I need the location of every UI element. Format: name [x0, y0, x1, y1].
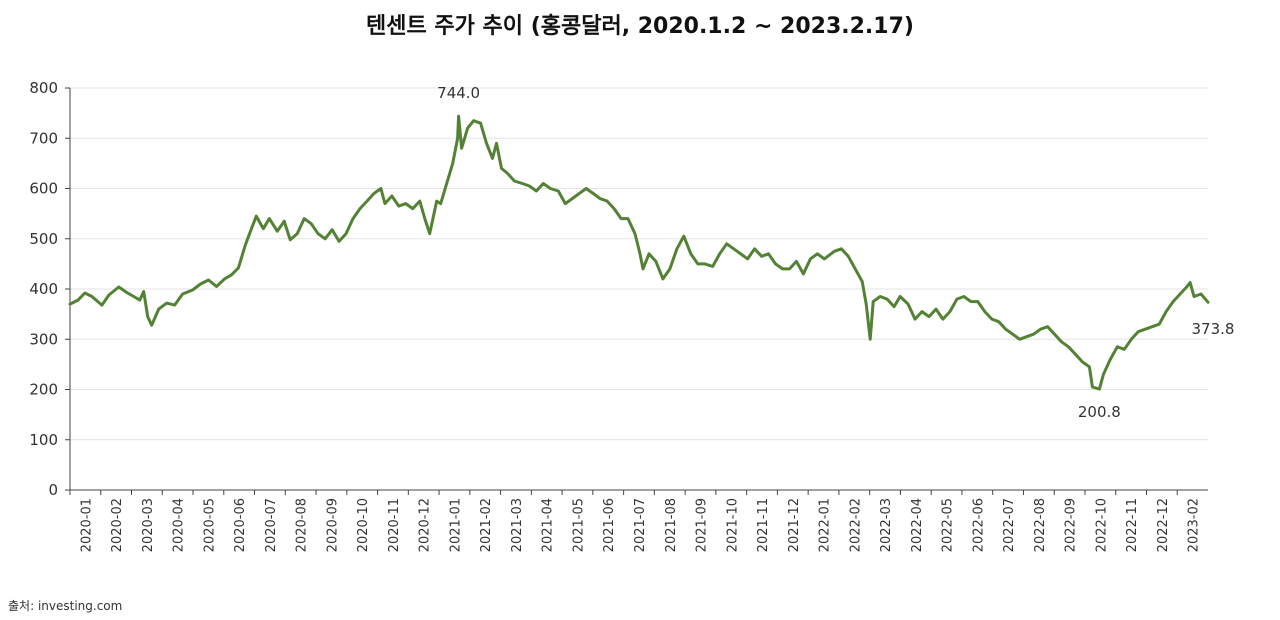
- x-tick-label: 2022-12: [1156, 498, 1171, 552]
- series-layer: [68, 114, 1210, 391]
- x-tick-label: 2021-01: [448, 498, 463, 552]
- x-tick-label: 2020-05: [202, 498, 217, 552]
- y-tick-label: 300: [29, 330, 58, 348]
- x-tick-label: 2022-07: [1002, 498, 1017, 552]
- x-tick-label: 2022-02: [848, 498, 863, 552]
- x-axis-ticks: 2020-01 2020-02 2020-03 2020-04 2020-05 2020-…: [69, 490, 1202, 552]
- x-tick-label: 2020-03: [141, 498, 156, 552]
- data-label: 744.0: [437, 84, 480, 102]
- x-tick-label: 2022-04: [910, 498, 925, 552]
- x-tick-label: 2021-12: [787, 498, 802, 552]
- x-tick-label: 2020-11: [387, 498, 402, 552]
- grid-lines: [70, 87, 1208, 441]
- data-label: 200.8: [1078, 403, 1121, 421]
- x-tick-label: 2022-01: [818, 498, 833, 552]
- x-tick-label: 2021-08: [664, 498, 679, 552]
- y-tick-label: 400: [29, 280, 58, 298]
- y-axis-ticks: 0 100 200 300 400 500 600 700 800: [29, 79, 70, 499]
- y-tick-label: 200: [29, 381, 58, 399]
- x-tick-label: 2021-02: [479, 498, 494, 552]
- x-tick-label: 2020-01: [79, 498, 94, 552]
- x-tick-label: 2022-03: [879, 498, 894, 552]
- data-labels: 744.0 200.8 373.8: [437, 84, 1234, 421]
- x-tick-label: 2020-08: [295, 498, 310, 552]
- x-tick-label: 2021-04: [541, 498, 556, 552]
- x-tick-label: 2022-05: [941, 498, 956, 552]
- chart-title: 텐센트 주가 추이 (홍콩달러, 2020.1.2 ~ 2023.2.17): [366, 14, 914, 39]
- data-label: 373.8: [1192, 320, 1235, 338]
- x-tick-label: 2021-10: [725, 498, 740, 552]
- x-tick-label: 2022-06: [971, 498, 986, 552]
- y-tick-label: 500: [29, 230, 58, 248]
- x-tick-label: 2022-08: [1033, 498, 1048, 552]
- x-tick-label: 2020-04: [172, 498, 187, 552]
- x-tick-label: 2021-05: [571, 498, 586, 552]
- x-tick-label: 2022-10: [1094, 498, 1109, 552]
- x-tick-label: 2020-06: [233, 498, 248, 552]
- x-tick-label: 2021-06: [602, 498, 617, 552]
- x-tick-label: 2020-09: [325, 498, 340, 552]
- y-tick-label: 800: [29, 79, 58, 97]
- source-note: 출처: investing.com: [8, 599, 123, 613]
- x-tick-label: 2022-11: [1125, 498, 1140, 552]
- x-tick-label: 2021-03: [510, 498, 525, 552]
- x-tick-label: 2022-09: [1064, 498, 1079, 552]
- y-tick-label: 0: [48, 481, 58, 499]
- series-line: [68, 114, 1210, 391]
- y-tick-label: 600: [29, 180, 58, 198]
- y-tick-label: 700: [29, 129, 58, 147]
- x-tick-label: 2021-07: [633, 498, 648, 552]
- x-tick-label: 2021-09: [695, 498, 710, 552]
- x-tick-label: 2023-02: [1187, 498, 1202, 552]
- y-tick-label: 100: [29, 431, 58, 449]
- x-tick-label: 2021-11: [756, 498, 771, 552]
- x-tick-label: 2020-07: [264, 498, 279, 552]
- x-tick-label: 2020-12: [418, 498, 433, 552]
- x-tick-label: 2020-10: [356, 498, 371, 552]
- x-tick-label: 2020-02: [110, 498, 125, 552]
